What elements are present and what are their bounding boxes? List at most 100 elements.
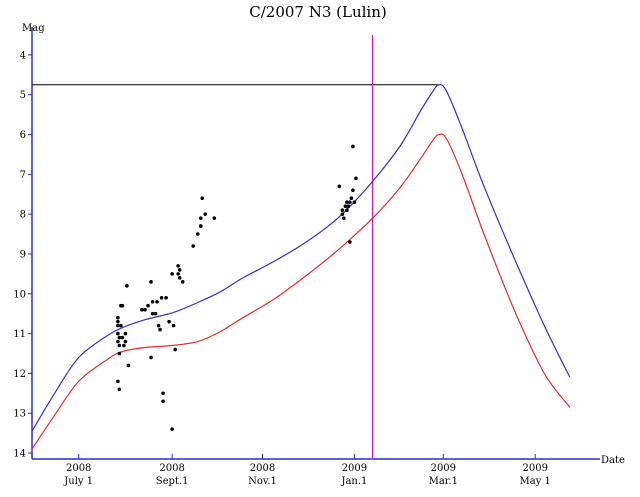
x-tick-year: 2009 (523, 463, 548, 474)
x-tick-year: 2008 (66, 463, 91, 474)
y-tick-label: 14 (13, 449, 26, 460)
observation-point (171, 323, 176, 328)
observation-point (348, 200, 352, 205)
observation-point (143, 307, 147, 312)
y-tick-label: 11 (13, 329, 26, 340)
y-tick-label: 12 (13, 369, 26, 380)
observation-point (173, 347, 177, 352)
observation-point (120, 335, 125, 340)
observation-point (180, 280, 185, 284)
x-tick-month: May 1 (520, 476, 551, 487)
observation-point (117, 335, 122, 340)
observation-point (117, 351, 122, 356)
y-tick-label: 9 (20, 249, 26, 260)
x-tick-month: Sept.1 (156, 476, 189, 487)
observation-point (198, 224, 203, 228)
observation-point (120, 303, 125, 308)
observation-point (348, 240, 352, 244)
observation-point (212, 216, 217, 220)
observation-point (203, 212, 208, 216)
observation-point (191, 244, 196, 248)
observation-point (351, 144, 355, 149)
observation-point (337, 184, 342, 189)
observation-point (164, 295, 168, 300)
observation-point (116, 323, 120, 328)
observation-point (170, 427, 174, 431)
y-tick-label: 6 (20, 130, 26, 141)
observation-point (122, 343, 126, 348)
observation-point (149, 280, 153, 284)
observation-point (340, 212, 345, 216)
observation-point (116, 331, 120, 336)
observation-point (123, 339, 128, 344)
observation-point (140, 307, 144, 312)
x-tick-month: July 1 (63, 476, 93, 487)
observation-point (195, 232, 200, 236)
chart-title: C/2007 N3 (Lulin) (249, 3, 387, 21)
y-tick-label: 5 (20, 90, 26, 101)
upper-prediction-curve (31, 84, 571, 432)
observation-point (116, 339, 120, 344)
observation-point (340, 208, 345, 212)
observation-point (123, 331, 128, 336)
observation-point (177, 268, 182, 272)
y-axis-label: Mag (22, 23, 45, 34)
observation-point (345, 200, 349, 205)
observation-point (354, 176, 358, 181)
observation-point (125, 284, 129, 288)
observation-point (117, 343, 122, 348)
observation-point (351, 188, 355, 193)
observation-point (343, 204, 348, 208)
observation-point (200, 196, 205, 201)
observation-point (155, 299, 159, 304)
observation-points (116, 144, 358, 431)
y-axis-ticks: 4 5 6 7 8 9 10 11 12 13 14 (13, 50, 32, 460)
axes (31, 27, 600, 460)
observation-point (153, 311, 158, 316)
x-axis-ticks: 2008 July 1 2008 Sept.1 2008 Nov.1 2009 Jan.1 20… (63, 454, 551, 487)
observation-point (119, 323, 123, 328)
observation-point (198, 216, 203, 220)
observation-point (349, 196, 354, 201)
y-tick-label: 10 (13, 289, 26, 300)
observation-point (117, 387, 122, 392)
observation-point (342, 216, 346, 220)
x-tick-year: 2009 (342, 463, 367, 474)
x-tick-year: 2009 (431, 463, 456, 474)
y-tick-label: 4 (20, 50, 26, 61)
observation-point (176, 272, 180, 276)
observation-point (149, 355, 153, 360)
lower-prediction-curve (31, 133, 571, 450)
observation-point (176, 264, 180, 268)
observation-point (146, 303, 150, 308)
observation-point (345, 208, 349, 212)
x-tick-year: 2008 (159, 463, 184, 474)
curves (31, 84, 571, 450)
observation-point (159, 295, 164, 300)
observation-point (116, 319, 120, 324)
observation-point (161, 399, 165, 404)
observation-point (158, 327, 162, 332)
x-tick-month: Jan.1 (340, 476, 367, 487)
x-tick-year: 2008 (250, 463, 275, 474)
observation-point (177, 276, 182, 280)
observation-point (126, 363, 131, 368)
y-tick-label: 7 (20, 170, 26, 181)
x-axis-label: Date (601, 455, 625, 466)
observation-point (346, 204, 351, 208)
x-tick-month: Mar.1 (429, 476, 458, 487)
observation-point (352, 200, 357, 205)
y-tick-label: 13 (13, 409, 26, 420)
observation-point (150, 299, 155, 304)
observation-point (167, 319, 171, 324)
observation-point (116, 379, 120, 384)
y-tick-label: 8 (20, 210, 26, 221)
x-tick-month: Nov.1 (248, 476, 277, 487)
observation-point (150, 311, 155, 316)
observation-point (161, 391, 165, 396)
observation-point (156, 323, 161, 328)
observation-point (116, 315, 120, 320)
observation-point (170, 272, 174, 276)
reference-lines (32, 35, 439, 459)
